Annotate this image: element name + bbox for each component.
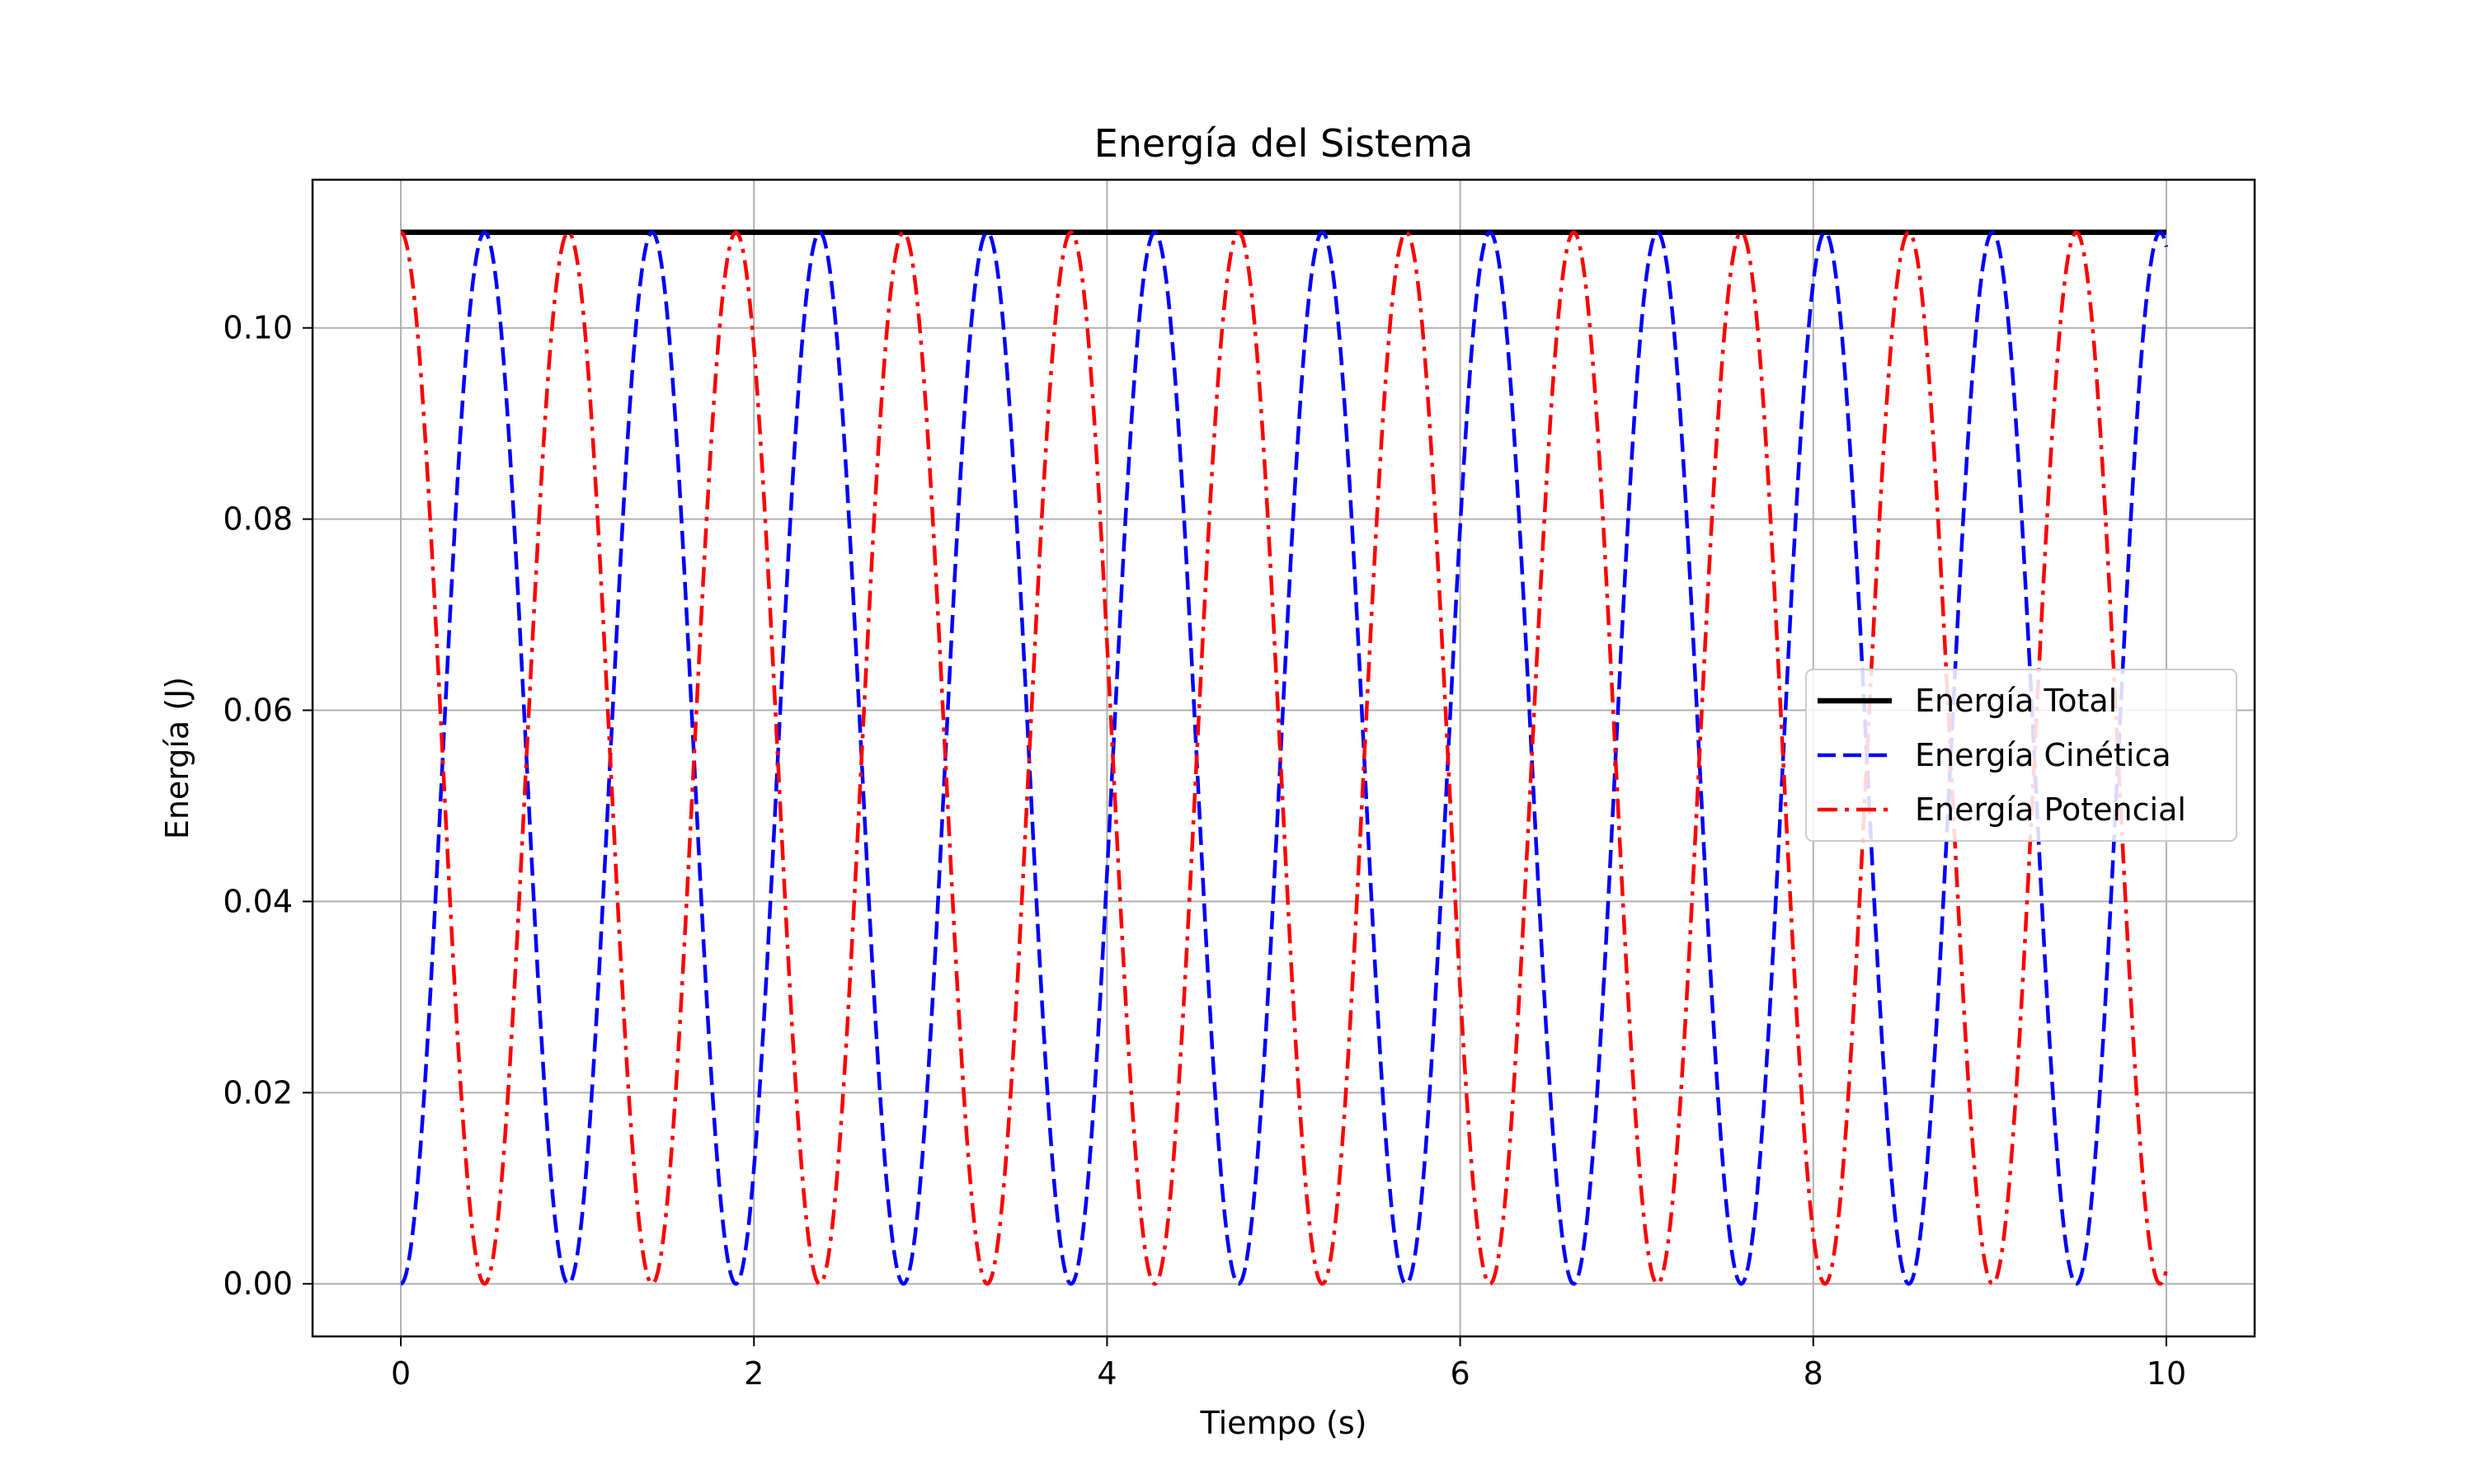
y-tick-label: 0.04 [223, 883, 293, 919]
x-tick-label: 2 [744, 1355, 764, 1392]
x-tick-label: 6 [1450, 1355, 1470, 1392]
y-tick-label: 0.10 [223, 310, 293, 346]
series-line-2 [399, 230, 2169, 1286]
legend-label-2: Energía Potencial [1915, 791, 2186, 828]
plot-frame [311, 178, 2256, 1338]
series-line-1 [399, 230, 2169, 1286]
axis-ticks: 0 2 4 6 8 10 0.00 0.02 0.04 0.06 0.08 0.10 [223, 310, 2186, 1392]
legend-box [1805, 669, 2237, 842]
x-tick-label: 8 [1804, 1355, 1823, 1392]
chart-title: Energía del Sistema [1094, 121, 1474, 166]
x-tick-label: 10 [2147, 1355, 2186, 1392]
series-lines [398, 229, 2169, 1286]
y-axis-label: Energía (J) [159, 677, 195, 839]
y-tick-label: 0.00 [223, 1266, 293, 1302]
legend-label-1: Energía Cinética [1915, 737, 2171, 773]
x-tick-label: 4 [1097, 1355, 1117, 1392]
x-axis-label: Tiempo (s) [1200, 1405, 1367, 1441]
legend: Energía Total Energía Cinética Energía Pot… [1805, 669, 2237, 842]
y-tick-label: 0.02 [223, 1074, 293, 1111]
x-tick-label: 0 [391, 1355, 411, 1392]
legend-label-0: Energía Total [1915, 683, 2117, 719]
y-tick-label: 0.08 [223, 501, 293, 538]
y-tick-label: 0.06 [223, 693, 293, 729]
